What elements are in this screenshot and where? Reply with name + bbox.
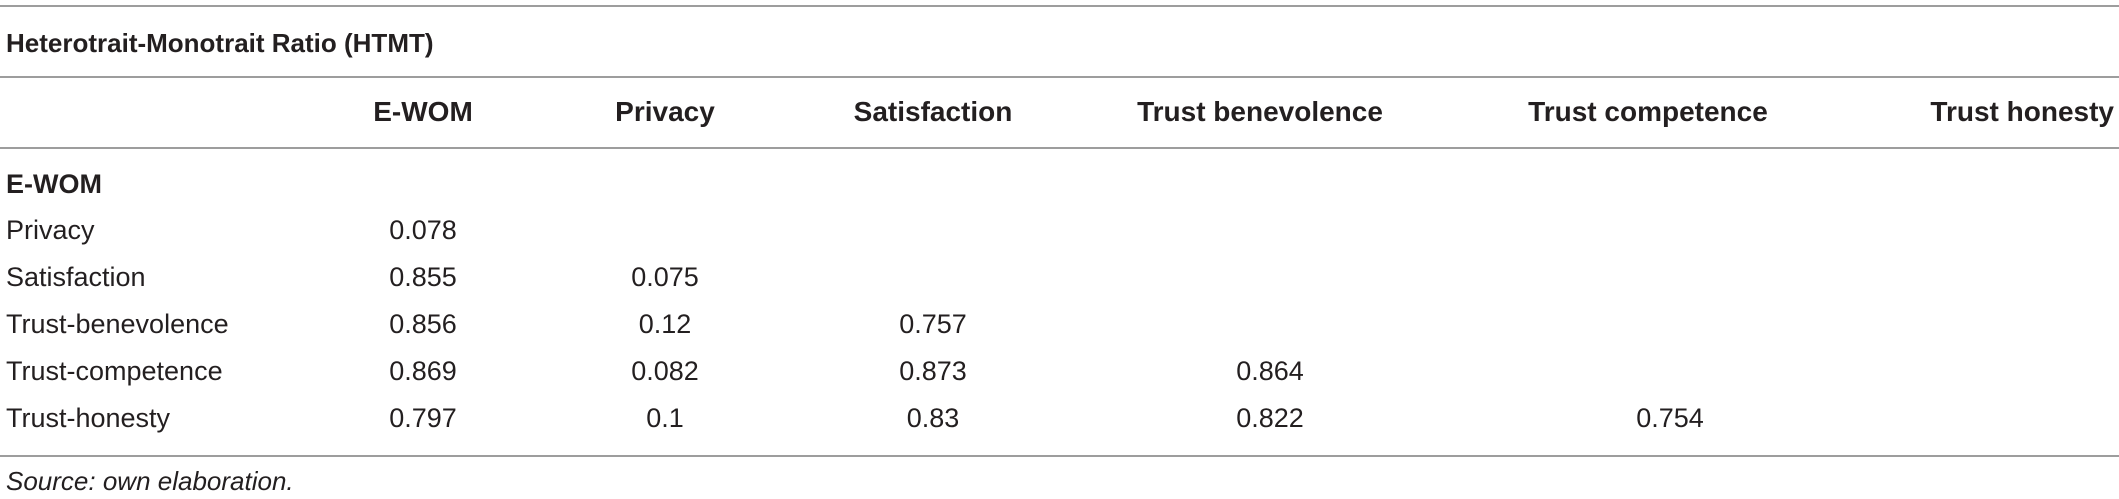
table-cell: 0.822 — [1236, 403, 1304, 433]
table-source-note: Source: own elaboration. — [6, 466, 294, 496]
table-cell: 0.082 — [631, 356, 699, 386]
table-cell: 0.856 — [389, 309, 457, 339]
top-rule — [0, 5, 2119, 7]
table-cell: 0.12 — [638, 309, 692, 339]
table-cell: 0.757 — [899, 309, 967, 339]
table-cell: 0.855 — [389, 262, 457, 292]
bottom-rule — [0, 455, 2119, 457]
row-label-trust-honesty: Trust-honesty — [6, 403, 171, 433]
table-cell: 0.797 — [389, 403, 457, 433]
column-header-ewom: E-WOM — [373, 96, 473, 127]
row-label-trust-competence: Trust-competence — [6, 356, 223, 386]
column-header-satisfaction: Satisfaction — [853, 96, 1013, 127]
table-cell: 0.83 — [906, 403, 960, 433]
column-header-trust-benevolence: Trust benevolence — [1137, 96, 1383, 127]
table-cell: 0.873 — [899, 356, 967, 386]
title-rule — [0, 76, 2119, 78]
table-cell: 0.754 — [1636, 403, 1704, 433]
table-title: Heterotrait-Monotrait Ratio (HTMT) — [6, 28, 434, 58]
column-header-trust-honesty: Trust honesty — [1930, 96, 2114, 127]
row-label-trust-benevolence: Trust-benevolence — [6, 309, 229, 339]
column-header-privacy: Privacy — [615, 96, 715, 127]
row-label-ewom: E-WOM — [6, 169, 102, 199]
table-cell: 0.864 — [1236, 356, 1304, 386]
column-header-trust-competence: Trust competence — [1528, 96, 1768, 127]
table-cell: 0.1 — [646, 403, 684, 433]
table-cell: 0.869 — [389, 356, 457, 386]
table-cell: 0.078 — [389, 215, 457, 245]
row-label-satisfaction: Satisfaction — [6, 262, 146, 292]
header-rule — [0, 147, 2119, 149]
table-cell: 0.075 — [631, 262, 699, 292]
row-label-privacy: Privacy — [6, 215, 95, 245]
